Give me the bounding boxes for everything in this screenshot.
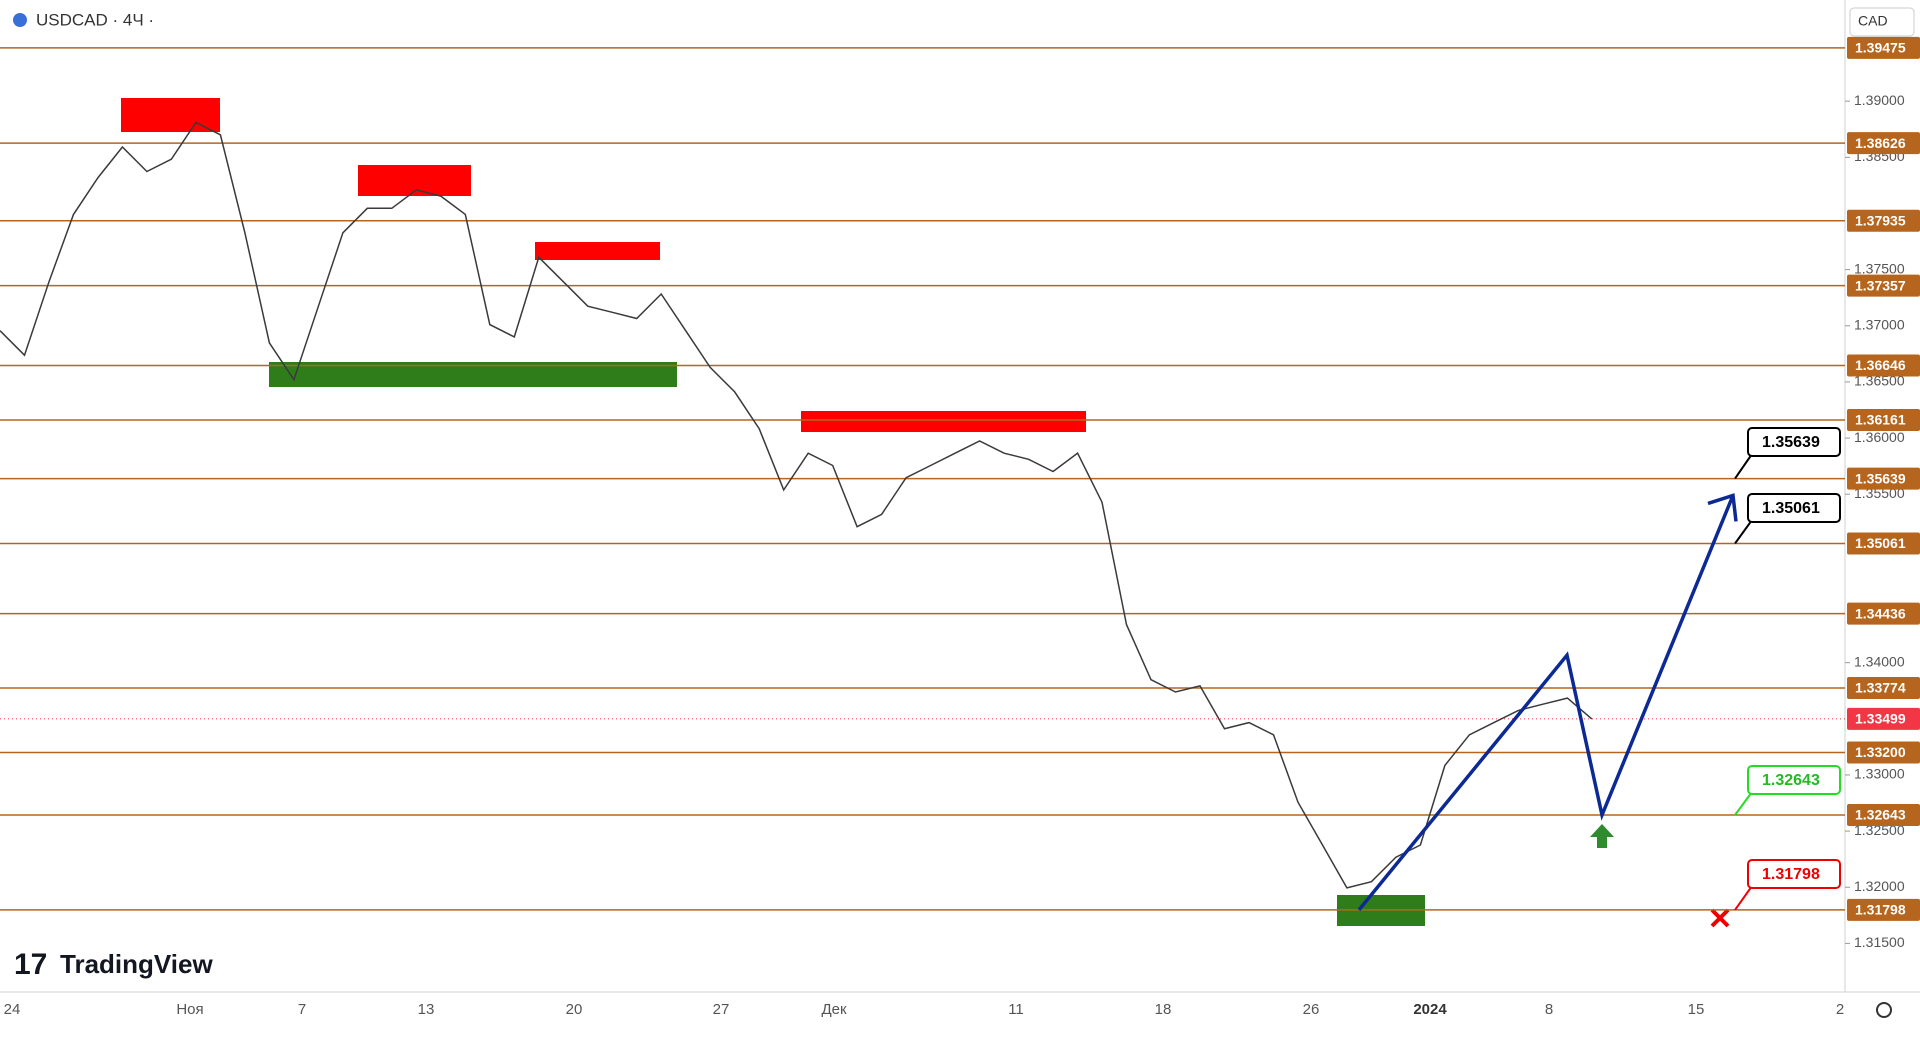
- y-tick-label: 1.32000: [1854, 878, 1905, 894]
- x-tick-label: 24: [4, 1001, 21, 1018]
- x-tick-label: 20: [566, 1001, 583, 1018]
- level-label: 1.31798: [1855, 902, 1906, 918]
- buy-arrow: [1590, 824, 1614, 848]
- level-label: 1.35061: [1855, 535, 1906, 551]
- callout-pointer: [1734, 453, 1753, 480]
- currency[interactable]: CAD: [1858, 13, 1888, 29]
- x-tick-label: 26: [1303, 1001, 1320, 1018]
- level-tag: [1847, 804, 1920, 827]
- x-tick-label: 18: [1155, 1001, 1172, 1018]
- level-tag: [1847, 132, 1920, 155]
- y-tick-label: 1.36500: [1854, 373, 1905, 389]
- level-tag: [1847, 209, 1920, 232]
- callout-label: 1.35061: [1762, 500, 1820, 517]
- callout-box: [1747, 493, 1841, 523]
- level-label: 1.33200: [1855, 744, 1906, 760]
- level-tag: [1847, 741, 1920, 764]
- level-tag: [1847, 677, 1920, 700]
- level-tag: [1847, 408, 1920, 431]
- projection-arrowhead: [1707, 493, 1738, 522]
- callout-label: 1.32643: [1762, 772, 1820, 789]
- x-tick-label: 11: [1008, 1001, 1024, 1018]
- y-tick-label: 1.31500: [1854, 934, 1905, 950]
- level-label: 1.33774: [1855, 680, 1906, 696]
- x-tick-label: Дек: [821, 1001, 847, 1018]
- level-label: 1.37357: [1855, 277, 1906, 293]
- x-tick-label: 8: [1545, 1001, 1553, 1018]
- y-tick-label: 1.37500: [1854, 260, 1905, 276]
- price-line: [0, 121, 1593, 889]
- x-tick-label: 2024: [1413, 1001, 1447, 1018]
- level-tag: [1847, 898, 1920, 921]
- x-tick-label: 13: [418, 1001, 435, 1018]
- x-tick-label: 2: [1836, 1001, 1844, 1018]
- x-tick-label: 15: [1688, 1001, 1705, 1018]
- symbol: USDCAD · 4Ч ·: [36, 10, 154, 29]
- level-label: 1.36161: [1855, 412, 1906, 428]
- callout-box: [1747, 765, 1841, 795]
- level-label: 1.39475: [1855, 40, 1906, 56]
- level-label: 1.37935: [1855, 212, 1906, 228]
- callout-pointer: [1734, 885, 1753, 911]
- callout-box: [1747, 859, 1841, 889]
- resistance-zone: [535, 242, 660, 260]
- zones: [121, 98, 1425, 926]
- x-tick-label: 27: [713, 1001, 730, 1018]
- resistance-zone: [801, 411, 1086, 432]
- y-tick-label: 1.36000: [1854, 429, 1905, 445]
- stop-mark: [1710, 908, 1730, 928]
- level-tag: [1847, 602, 1920, 625]
- level-label: 1.38626: [1855, 135, 1906, 151]
- x-tick-label: Ноя: [176, 1001, 203, 1018]
- y-tick-label: 1.37000: [1854, 316, 1905, 332]
- x-tick-label: 7: [298, 1001, 306, 1018]
- level-tag: [1847, 532, 1920, 555]
- callout-label: 1.31798: [1762, 866, 1820, 883]
- level-tag: [1847, 274, 1920, 297]
- level-label: 1.34436: [1855, 605, 1906, 621]
- callout-pointer: [1734, 791, 1753, 816]
- callout-label: 1.35639: [1762, 434, 1820, 451]
- level-tag: [1847, 354, 1920, 377]
- last-price-label: 1.33499: [1855, 711, 1906, 727]
- brand: TradingView: [60, 949, 213, 979]
- logo-mark: 17: [14, 948, 47, 981]
- y-tick-label: 1.34000: [1854, 653, 1905, 669]
- last-price-tag: [1847, 707, 1920, 730]
- level-tag: [1847, 467, 1920, 490]
- flag-icon: [13, 13, 27, 27]
- level-label: 1.35639: [1855, 470, 1906, 486]
- level-label: 1.36646: [1855, 357, 1906, 373]
- level-tag: [1847, 36, 1920, 59]
- currency-button[interactable]: [1849, 7, 1915, 37]
- settings[interactable]: [1876, 1002, 1892, 1018]
- level-label: 1.32643: [1855, 807, 1906, 823]
- y-tick-label: 1.39000: [1854, 92, 1905, 108]
- callout-pointer: [1734, 519, 1753, 545]
- callout-box: [1747, 427, 1841, 457]
- projection: [1357, 494, 1735, 912]
- y-tick-label: 1.33000: [1854, 766, 1905, 782]
